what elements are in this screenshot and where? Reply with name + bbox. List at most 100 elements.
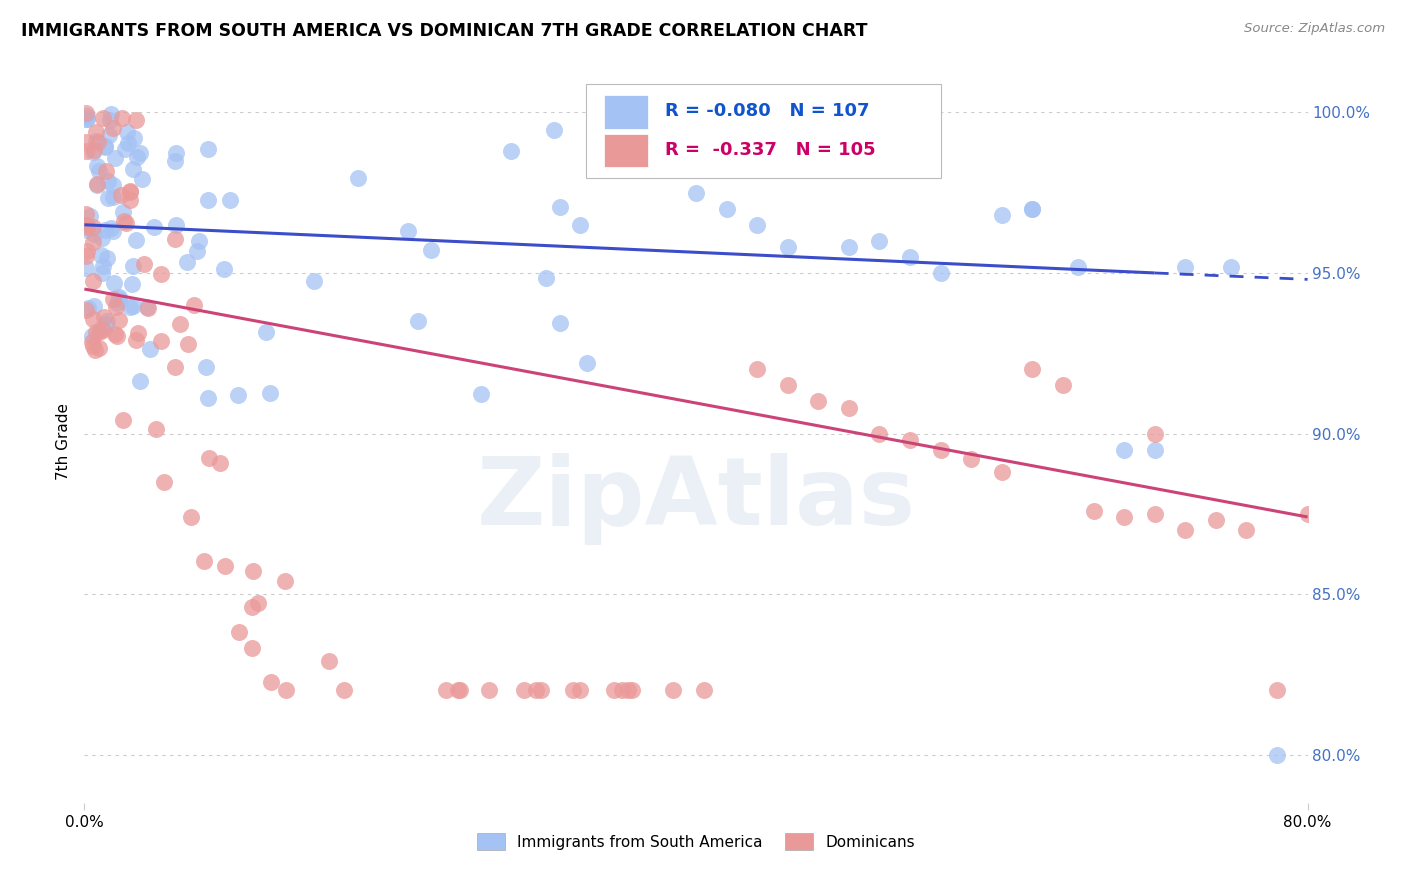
Point (124, 131, 146, 145)
Point (108, 292, 131, 306)
Point (219, 193, 242, 207)
Point (98, 113, 121, 128)
Point (1236, 523, 1258, 537)
Point (84, 134, 107, 148)
Point (121, 277, 143, 291)
Point (108, 290, 131, 304)
Point (1114, 442, 1136, 457)
Point (86, 178, 108, 192)
Point (194, 359, 217, 374)
Point (586, 154, 609, 169)
Point (318, 654, 340, 668)
Point (118, 186, 141, 200)
Point (197, 142, 219, 156)
Point (83, 227, 105, 241)
Point (104, 301, 127, 315)
Point (96, 251, 118, 265)
Point (93, 310, 115, 324)
Point (165, 146, 187, 161)
Point (98, 128, 121, 142)
Point (101, 121, 124, 136)
Point (79, 210, 101, 224)
Point (242, 599, 264, 614)
Point (149, 268, 172, 282)
Point (75, 303, 97, 318)
Point (105, 296, 128, 310)
Point (75, 144, 97, 158)
Point (838, 240, 860, 254)
Point (127, 326, 149, 341)
Point (96, 314, 118, 328)
Point (1265, 683, 1288, 698)
Point (101, 189, 124, 203)
Point (97, 174, 120, 188)
Point (347, 171, 370, 186)
Point (135, 300, 157, 314)
Point (193, 554, 215, 568)
Point (208, 456, 231, 470)
Point (96, 318, 118, 332)
Point (446, 683, 468, 698)
Text: ZipAtlas: ZipAtlas (477, 453, 915, 545)
Point (142, 220, 165, 235)
Text: Source: ZipAtlas.com: Source: ZipAtlas.com (1244, 22, 1385, 36)
Point (93, 140, 115, 154)
Point (132, 257, 155, 271)
Point (75, 260, 97, 275)
Point (118, 193, 141, 207)
Point (86, 177, 108, 191)
Point (75, 106, 97, 120)
Point (128, 374, 150, 388)
Point (807, 394, 830, 409)
Point (332, 683, 354, 698)
Point (991, 465, 1014, 479)
Point (82, 145, 104, 160)
Point (75, 112, 97, 127)
Point (97, 192, 120, 206)
Point (662, 683, 685, 698)
Point (90, 266, 112, 280)
Point (869, 426, 891, 441)
Point (240, 640, 263, 655)
Point (110, 188, 132, 202)
Point (139, 342, 162, 356)
Point (76, 109, 98, 123)
Point (122, 299, 145, 313)
Point (145, 422, 167, 436)
Point (197, 392, 219, 406)
Point (76, 220, 98, 235)
Point (621, 683, 644, 698)
Point (94, 223, 117, 237)
Point (83, 299, 105, 313)
Point (84, 343, 107, 358)
Point (111, 205, 134, 219)
Point (115, 125, 138, 139)
FancyBboxPatch shape (605, 95, 648, 128)
Point (259, 385, 281, 400)
Point (548, 316, 571, 330)
Point (165, 232, 187, 246)
Point (420, 243, 443, 257)
Point (513, 683, 536, 698)
Point (101, 224, 124, 238)
Point (91, 323, 114, 337)
Legend: Immigrants from South America, Dominicans: Immigrants from South America, Dominican… (471, 827, 921, 856)
Point (82, 311, 104, 326)
Point (152, 475, 174, 489)
Point (568, 683, 591, 698)
Point (198, 451, 221, 466)
Point (274, 683, 297, 698)
Point (91, 320, 114, 334)
Point (87, 164, 110, 178)
Point (1083, 503, 1105, 517)
Point (122, 161, 145, 176)
Point (254, 325, 277, 339)
Point (242, 565, 264, 579)
Point (543, 122, 565, 136)
Point (1174, 523, 1197, 537)
Point (212, 261, 235, 276)
Point (641, 107, 664, 121)
Point (1021, 202, 1043, 216)
Point (478, 683, 501, 698)
Point (80, 334, 103, 349)
